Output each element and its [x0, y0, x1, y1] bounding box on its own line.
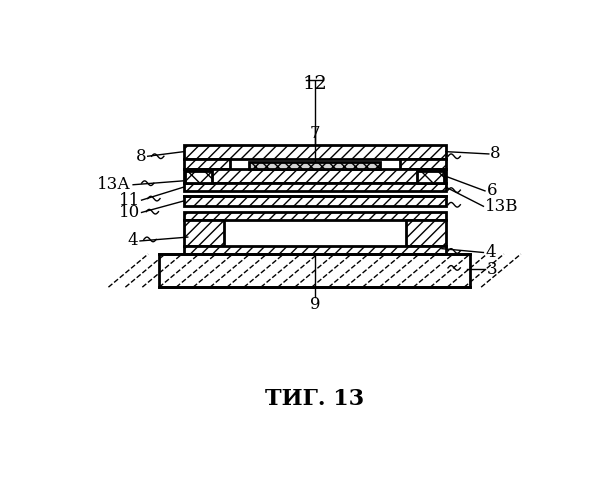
Bar [184, 220, 224, 246]
Text: 13В: 13В [485, 198, 518, 215]
Bar [406, 220, 446, 246]
Bar [159, 254, 470, 287]
Bar [184, 183, 446, 191]
Text: 6: 6 [486, 182, 497, 200]
Text: 9: 9 [309, 296, 320, 314]
Text: 13А: 13А [97, 176, 131, 193]
Bar [186, 171, 212, 183]
Text: 7: 7 [309, 126, 320, 142]
Text: 10: 10 [119, 204, 140, 221]
Bar [184, 170, 446, 183]
Bar [184, 144, 446, 158]
Bar [184, 212, 446, 220]
Bar [186, 171, 212, 183]
Bar [249, 162, 380, 170]
Bar [184, 158, 230, 170]
Bar [417, 171, 444, 183]
Bar [184, 246, 446, 254]
Text: 12: 12 [303, 74, 327, 92]
Text: 4: 4 [128, 232, 138, 250]
Text: 8: 8 [490, 146, 501, 162]
Text: 3: 3 [486, 261, 497, 278]
Bar [417, 171, 444, 183]
Bar [400, 158, 446, 170]
Text: 8: 8 [135, 148, 146, 165]
Bar [184, 196, 446, 206]
Text: 11: 11 [119, 192, 140, 208]
Text: ΤИГ. 13: ΤИГ. 13 [265, 388, 364, 410]
Text: 4: 4 [485, 244, 496, 261]
